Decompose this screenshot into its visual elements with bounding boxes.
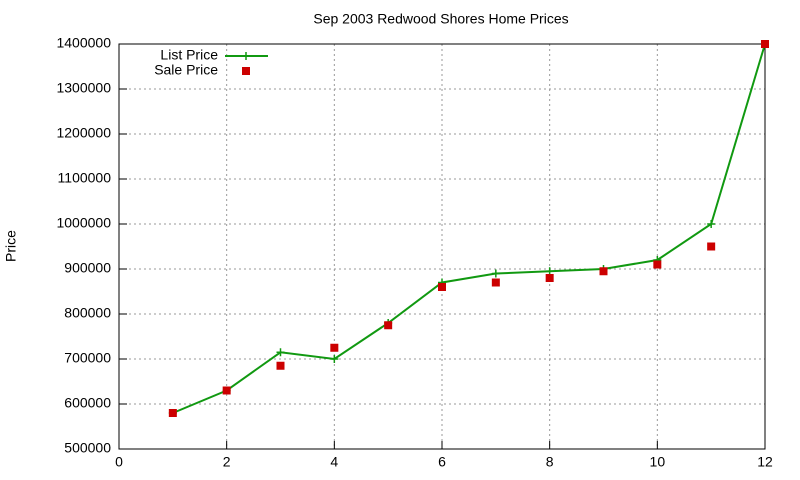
point <box>168 409 177 417</box>
y-axis-label: Price <box>3 230 19 262</box>
point <box>707 220 716 228</box>
point <box>438 283 446 291</box>
point <box>653 260 662 269</box>
legend-label: Sale Price <box>154 62 218 78</box>
point <box>330 355 339 363</box>
y-tick-label: 1100000 <box>58 170 112 186</box>
y-tick-label: 1300000 <box>56 80 111 96</box>
x-tick-label: 6 <box>438 454 446 470</box>
plot-frame <box>118 43 766 450</box>
point <box>707 242 716 251</box>
y-tick-label: 1400000 <box>56 35 111 51</box>
y-tick-label: 1000000 <box>56 215 111 231</box>
point <box>599 267 608 276</box>
x-tick-label: 0 <box>115 454 123 470</box>
series-line <box>172 43 766 414</box>
legend-marker <box>242 67 250 75</box>
y-tick-label: 1200000 <box>56 125 111 141</box>
point <box>491 269 500 278</box>
point <box>491 278 500 287</box>
chart-title: Sep 2003 Redwood Shores Home Prices <box>313 11 568 27</box>
y-tick-label: 900000 <box>64 260 111 276</box>
x-tick-label: 12 <box>757 454 773 470</box>
y-tick-label: 800000 <box>64 305 111 321</box>
point <box>545 274 554 282</box>
point <box>276 348 285 357</box>
y-tick-label: 500000 <box>64 440 111 456</box>
x-tick-label: 8 <box>546 454 554 470</box>
legend-marker <box>242 52 250 60</box>
point <box>761 40 769 48</box>
point <box>330 343 339 352</box>
point <box>222 386 231 395</box>
point <box>276 361 285 370</box>
point <box>384 321 393 330</box>
y-tick-label: 600000 <box>64 395 111 411</box>
legend-label: List Price <box>160 47 218 63</box>
point <box>545 267 554 276</box>
x-tick-label: 10 <box>650 454 666 470</box>
x-tick-label: 4 <box>330 454 338 470</box>
y-tick-label: 700000 <box>64 350 111 366</box>
x-tick-label: 2 <box>223 454 231 470</box>
